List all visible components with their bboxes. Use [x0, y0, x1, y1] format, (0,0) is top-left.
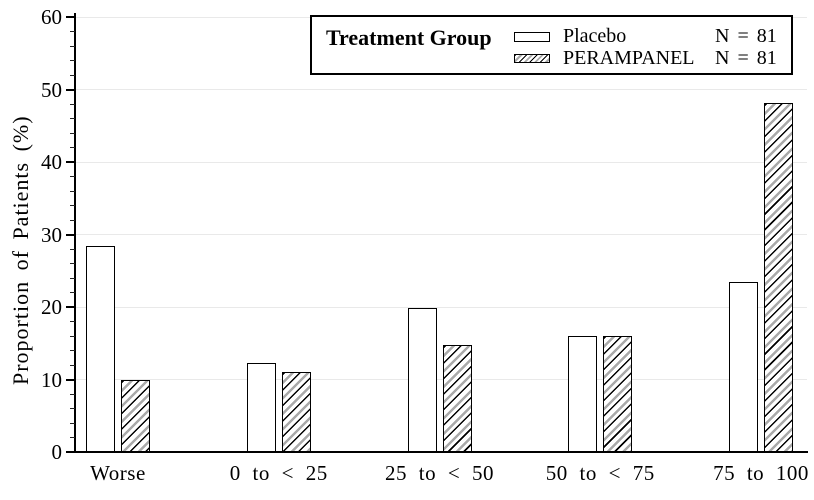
x-tick-label-1: Worse [90, 461, 146, 485]
gridline-30 [76, 234, 807, 235]
y-tick-label-10: 10 [41, 367, 62, 392]
bar-placebo-5 [729, 281, 758, 452]
y-tick-label-50: 50 [41, 77, 62, 102]
y-minor-tick-28 [70, 248, 75, 250]
bar-perampanel-1 [121, 380, 150, 452]
x-tick-label-5: 75 to 100 [713, 461, 809, 485]
y-major-tick-10 [66, 378, 75, 381]
y-major-tick-20 [66, 306, 75, 308]
y-minor-tick-44 [70, 132, 75, 134]
y-tick-label-30: 30 [41, 222, 62, 247]
perampanel-swatch-icon [514, 54, 550, 63]
y-axis-title: Proportion of Patients (%) [8, 115, 33, 385]
y-tick-label-0: 0 [51, 440, 63, 464]
bar-placebo-3 [407, 308, 437, 452]
y-minor-tick-6 [70, 408, 75, 409]
y-minor-tick-46 [70, 118, 75, 119]
legend-title: Treatment Group [326, 25, 492, 50]
x-tick-label-2: 0 to < 25 [229, 461, 328, 485]
y-major-tick-0 [66, 451, 75, 453]
y-tick-label-60: 60 [41, 5, 62, 29]
gridline-20 [76, 306, 807, 308]
y-minor-tick-48 [70, 103, 75, 105]
x-tick-label-4: 50 to < 75 [545, 461, 655, 485]
y-major-tick-50 [66, 88, 75, 91]
y-minor-tick-22 [70, 292, 75, 293]
legend-series-n: N = 81 [715, 47, 777, 69]
y-major-tick-30 [66, 233, 75, 236]
y-minor-tick-58 [70, 31, 75, 32]
y-minor-tick-36 [70, 190, 75, 192]
y-minor-tick-56 [70, 45, 75, 47]
bar-perampanel-3 [442, 344, 472, 452]
y-axis-line [74, 13, 76, 453]
bar-placebo-2 [246, 362, 276, 452]
y-minor-tick-38 [70, 176, 75, 177]
x-axis-line [74, 451, 808, 453]
y-minor-tick-12 [70, 364, 75, 366]
y-minor-tick-42 [70, 147, 75, 148]
y-minor-tick-18 [70, 321, 75, 322]
bar-perampanel-4 [603, 336, 633, 452]
bar-placebo-4 [568, 336, 598, 452]
placebo-swatch-icon [514, 31, 550, 42]
y-minor-tick-8 [70, 393, 75, 395]
y-tick-label-40: 40 [41, 150, 62, 174]
bar-perampanel-5 [764, 103, 793, 452]
bar-placebo-1 [86, 246, 115, 452]
y-major-tick-40 [66, 161, 75, 163]
y-minor-tick-16 [70, 335, 75, 337]
legend-box: Treatment Group Placebo N = 81 PERAMPANE… [310, 15, 793, 75]
y-tick-label-20: 20 [41, 295, 62, 319]
y-minor-tick-34 [70, 205, 75, 206]
legend-row-perampanel: PERAMPANEL N = 81 [514, 47, 779, 69]
y-minor-tick-54 [70, 60, 75, 61]
gridline-50 [76, 89, 807, 90]
gridline-40 [76, 161, 807, 163]
y-minor-tick-14 [70, 350, 75, 351]
y-minor-tick-24 [70, 277, 75, 279]
y-major-tick-60 [66, 16, 75, 18]
bar-perampanel-2 [281, 371, 311, 452]
legend-row-placebo: Placebo N = 81 [514, 25, 779, 47]
legend-rows: Placebo N = 81 PERAMPANEL N = 81 [514, 25, 779, 69]
y-minor-tick-2 [70, 437, 75, 438]
y-minor-tick-32 [70, 219, 75, 221]
legend-series-n: N = 81 [715, 25, 777, 47]
y-minor-tick-4 [70, 422, 75, 424]
legend-series-name: PERAMPANEL [563, 47, 695, 69]
x-tick-label-3: 25 to < 50 [385, 461, 494, 485]
gridline-10 [76, 379, 807, 380]
y-minor-tick-26 [70, 263, 75, 264]
legend-series-name: Placebo [563, 25, 627, 47]
y-minor-tick-52 [70, 74, 75, 76]
